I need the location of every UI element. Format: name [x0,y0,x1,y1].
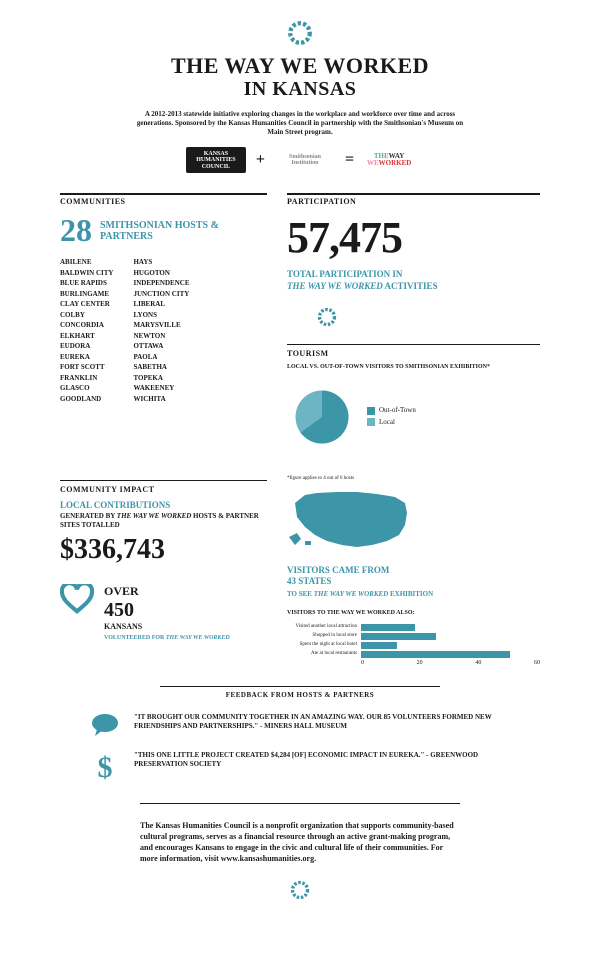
communities-sub: SMITHSONIAN HOSTS & PARTNERS [100,220,267,242]
feedback-label: FEEDBACK FROM HOSTS & PARTNERS [60,691,540,699]
plus-icon: + [256,151,265,169]
equals-icon: = [345,151,354,169]
page-title: THE WAY WE WORKED IN KANSAS [60,54,540,100]
tourism-label: TOURISM [287,349,540,358]
bar-row: Ate at local restaurants [287,651,540,658]
feedback-quote-1: "IT BROUGHT OUR COMMUNITY TOGETHER IN AN… [134,713,510,733]
visitors-title: VISITORS CAME FROM 43 STATES TO SEE THE … [287,565,540,600]
heart-icon [60,584,94,614]
speech-bubble-icon [91,713,119,737]
city-list-2: HAYSHUGOTONINDEPENDENCEJUNCTION CITYLIBE… [133,257,189,404]
tourism-note: *figure applies to 4 out of 6 hosts [287,476,540,481]
logo-tww: THEWAYWEWORKED [364,147,414,173]
impact-label: COMMUNITY IMPACT [60,485,267,494]
gear-icon [317,307,337,327]
svg-text:$: $ [98,751,113,783]
city-list-1: ABILENEBALDWIN CITYBLUE RAPIDSBURLINGAME… [60,257,113,404]
communities-label: COMMUNITIES [60,197,267,206]
participation-sub: TOTAL PARTICIPATION IN THE WAY WE WORKED… [287,269,540,292]
footer-text: The Kansas Humanities Council is a nonpr… [140,820,460,865]
bar-row: Shopped in local store [287,633,540,640]
tourism-sub: LOCAL VS. OUT-OF-TOWN VISITORS TO SMITHS… [287,364,540,372]
participation-label: PARTICIPATION [287,197,540,206]
bar-chart-title: VISITORS TO THE WAY WE WORKED ALSO: [287,610,540,618]
impact-sub2: GENERATED BY THE WAY WE WORKED HOSTS & P… [60,512,267,530]
pie-chart [287,382,357,452]
impact-sub1: LOCAL CONTRIBUTIONS [60,500,267,510]
feedback-quote-2: "THIS ONE LITTLE PROJECT CREATED $4,284 … [134,751,510,771]
subtitle: A 2012-2013 statewide initiative explori… [130,110,470,137]
volunteers-text: OVER 450 KANSANS VOLUNTEERED FOR THE WAY… [104,584,230,642]
dollar-icon: $ [94,751,116,783]
logo-kansas-humanities: KANSAS HUMANITIES COUNCIL [186,147,246,173]
bar-row: Spent the night at local hotel [287,642,540,649]
communities-count: 28 [60,212,92,249]
logo-smithsonian: Smithsonian Institution [275,147,335,173]
logo-row: KANSAS HUMANITIES COUNCIL + Smithsonian … [60,147,540,173]
bar-axis: 0204060 [361,660,540,666]
us-map [287,485,417,555]
pie-legend: Out-of-Town Local [367,405,416,427]
gear-icon [290,880,310,900]
participation-count: 57,475 [287,212,540,263]
impact-amount: $336,743 [60,534,267,566]
gear-icon [287,20,313,46]
bar-row: Visited another local attraction [287,624,540,631]
bar-chart: Visited another local attraction Shopped… [287,624,540,658]
